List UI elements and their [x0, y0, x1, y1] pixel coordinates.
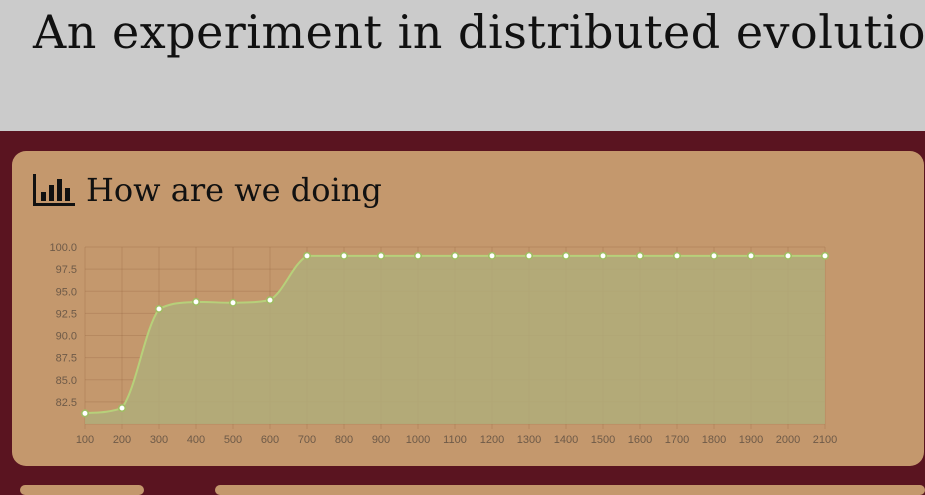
x-tick-label: 800 — [335, 434, 353, 446]
data-point[interactable] — [525, 251, 533, 260]
y-tick-label: 87.5 — [56, 353, 77, 365]
data-point[interactable] — [414, 251, 422, 260]
data-point[interactable] — [340, 251, 348, 260]
bar-chart-icon — [33, 174, 75, 206]
data-point[interactable] — [303, 251, 311, 260]
data-point[interactable] — [784, 251, 792, 260]
bottom-panel-right — [215, 485, 925, 495]
panel-heading: How are we doing — [32, 165, 382, 215]
progress-panel: How are we doing 100.0 97.5 95.0 92.5 90.0 87… — [12, 151, 924, 466]
data-point[interactable] — [81, 409, 89, 418]
bottom-panel-left — [20, 485, 144, 495]
progress-chart: 100.0 97.5 95.0 92.5 90.0 87.5 85.0 82.5 100 200… — [49, 242, 837, 446]
x-tick-label: 1100 — [443, 434, 467, 446]
chart-area-fill — [85, 255, 825, 424]
x-axis-labels: 100 200 300 400 500 600 700 800 900 1000 1100 1200 1… — [76, 434, 837, 446]
data-point[interactable] — [710, 251, 718, 260]
data-point[interactable] — [377, 251, 385, 260]
x-tick-label: 1000 — [406, 434, 430, 446]
page-title: An experiment in distributed evolutionar… — [33, 5, 925, 59]
x-tick-label: 500 — [224, 434, 242, 446]
page-header: An experiment in distributed evolutionar… — [0, 0, 925, 131]
x-tick-label: 700 — [298, 434, 316, 446]
data-point[interactable] — [562, 251, 570, 260]
y-tick-label: 97.5 — [56, 264, 77, 276]
x-tick-label: 300 — [150, 434, 168, 446]
chart-points — [81, 251, 829, 418]
x-tick-label: 1200 — [480, 434, 504, 446]
x-tick-label: 600 — [261, 434, 279, 446]
data-point[interactable] — [192, 297, 200, 306]
x-tick-label: 1900 — [739, 434, 763, 446]
x-tick-label: 900 — [372, 434, 390, 446]
x-tick-label: 400 — [187, 434, 205, 446]
y-tick-label: 100.0 — [49, 242, 77, 254]
y-tick-label: 85.0 — [56, 375, 77, 387]
x-tick-label: 2000 — [776, 434, 800, 446]
data-point[interactable] — [266, 296, 274, 305]
y-tick-label: 95.0 — [56, 286, 77, 298]
x-tick-label: 2100 — [813, 434, 837, 446]
data-point[interactable] — [673, 251, 681, 260]
x-tick-label: 1800 — [702, 434, 726, 446]
y-axis-labels: 100.0 97.5 95.0 92.5 90.0 87.5 85.0 82.5 — [49, 242, 77, 409]
data-point[interactable] — [636, 251, 644, 260]
data-point[interactable] — [155, 305, 163, 313]
data-point[interactable] — [488, 251, 496, 260]
panel-title: How are we doing — [86, 171, 382, 209]
x-tick-label: 100 — [76, 434, 94, 446]
y-tick-label: 90.0 — [56, 331, 77, 343]
y-tick-label: 82.5 — [56, 397, 77, 409]
x-tick-label: 1400 — [554, 434, 578, 446]
x-tick-label: 1600 — [628, 434, 652, 446]
data-point[interactable] — [229, 298, 237, 307]
x-tick-label: 1500 — [591, 434, 615, 446]
data-point[interactable] — [821, 251, 829, 260]
data-point[interactable] — [118, 404, 126, 413]
y-tick-label: 92.5 — [56, 308, 77, 320]
data-point[interactable] — [599, 251, 607, 260]
x-tick-label: 200 — [113, 434, 131, 446]
data-point[interactable] — [451, 251, 459, 260]
x-tick-label: 1700 — [665, 434, 689, 446]
data-point[interactable] — [747, 251, 755, 260]
x-tick-label: 1300 — [517, 434, 541, 446]
